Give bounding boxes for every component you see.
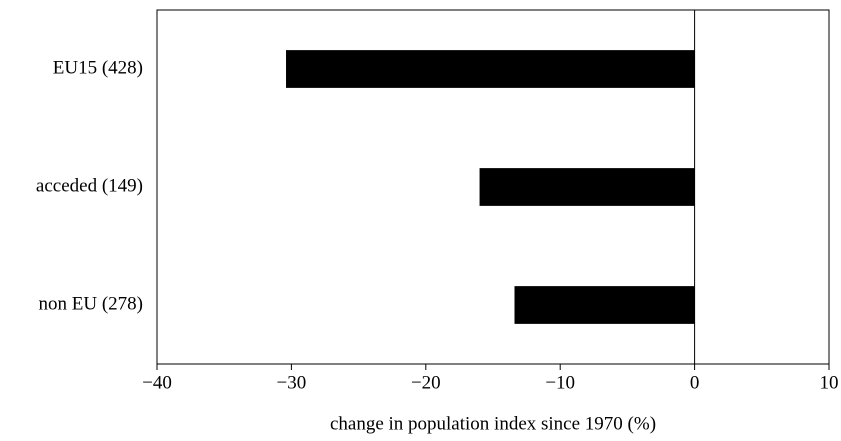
y-tick-label: acceded (149) xyxy=(36,175,143,196)
y-tick-label: non EU (278) xyxy=(39,293,143,314)
x-tick-label: 10 xyxy=(820,372,839,393)
bar xyxy=(479,168,695,206)
bar xyxy=(286,50,695,88)
x-tick-label: −10 xyxy=(545,372,575,393)
plot-frame xyxy=(156,9,830,365)
x-tick-label: −20 xyxy=(411,372,441,393)
x-axis-label: change in population index since 1970 (%… xyxy=(330,413,656,434)
x-tick-label: −40 xyxy=(142,372,172,393)
y-tick-label: EU15 (428) xyxy=(53,57,143,78)
x-tick-label: −30 xyxy=(277,372,307,393)
x-tick-label: 0 xyxy=(690,372,700,393)
bar xyxy=(514,286,695,324)
